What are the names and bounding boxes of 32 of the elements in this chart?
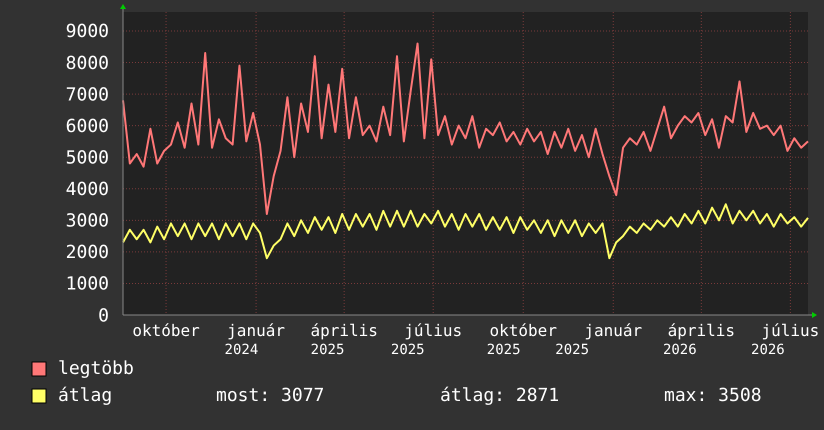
y-tick-label: 2000	[66, 242, 109, 264]
x-tick-label: október	[132, 321, 200, 340]
y-tick-label: 6000	[66, 116, 109, 137]
x-tick-label: október	[490, 321, 558, 340]
x2-tick-label: 2026	[751, 342, 785, 358]
y-tick-label: 4000	[66, 179, 109, 200]
line-series	[122, 203, 809, 260]
legend-label: legtöbb	[58, 358, 134, 379]
y-tick-label: 1000	[66, 274, 109, 295]
text: max: 3508	[664, 385, 762, 406]
x-tick-label: január	[584, 321, 643, 340]
line-series	[122, 42, 809, 215]
y-tick-label: 9000	[66, 21, 109, 42]
x2-tick-label: 2025	[390, 342, 425, 358]
x-tick-label: január	[227, 321, 286, 340]
x-tick-label: július	[404, 321, 462, 340]
x2-tick-label: 2025	[486, 342, 521, 358]
y-tick-label: 0	[98, 305, 109, 326]
text: most: 3077	[216, 385, 324, 406]
x2-tick-label: 2025	[555, 342, 590, 358]
y-tick-label: 7000	[66, 84, 109, 106]
y-tick-label: 3000	[66, 210, 109, 232]
legend-label: átlag	[58, 385, 112, 406]
text: átlag: 2871	[440, 385, 560, 406]
y-tick-label: 8000	[66, 52, 109, 74]
x-tick-label: július	[761, 321, 820, 340]
x2-tick-label: 2025	[310, 342, 344, 358]
y-tick-label: 5000	[66, 147, 109, 168]
x2-tick-label: 2024	[224, 342, 258, 358]
x2-tick-label: 2026	[662, 342, 697, 358]
x-tick-label: április	[310, 321, 378, 340]
x-tick-label: április	[668, 321, 736, 340]
